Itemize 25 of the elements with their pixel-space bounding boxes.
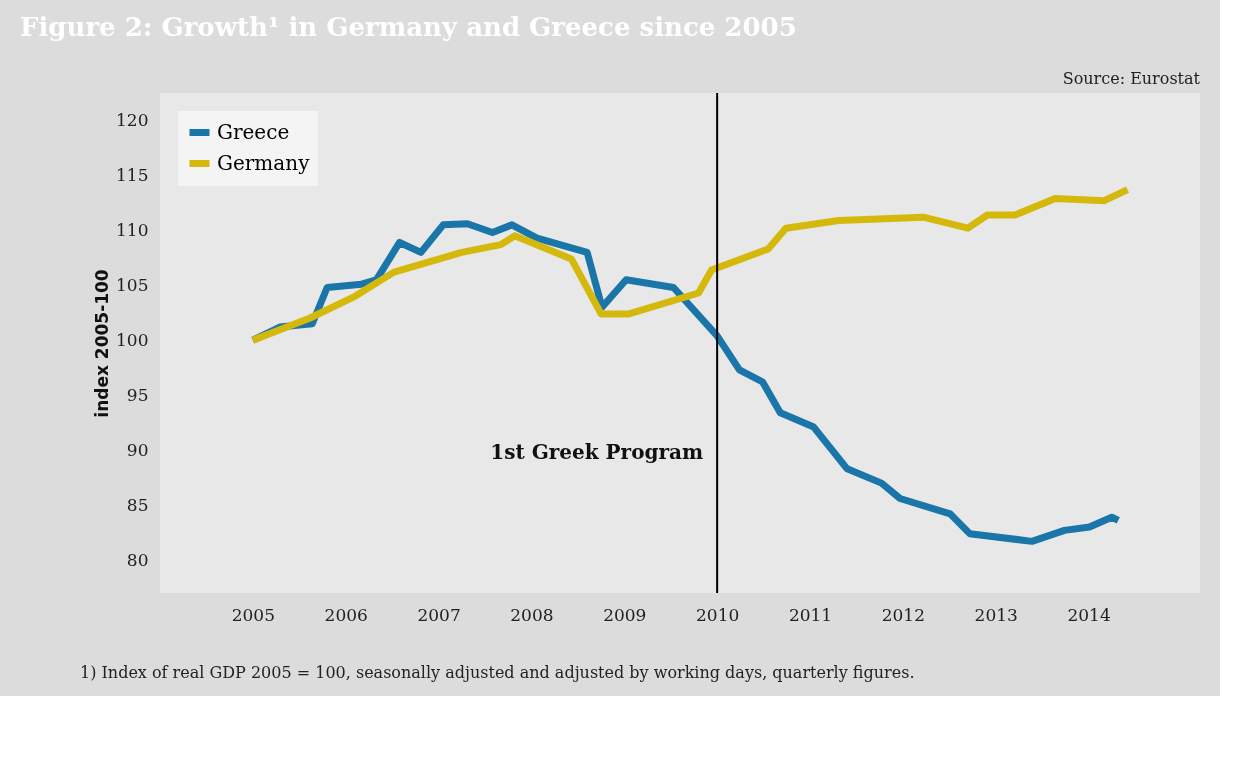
x-tick-label: 2005 (231, 604, 275, 625)
y-tick-label: 90 (126, 439, 149, 460)
x-tick-label: 2012 (881, 604, 925, 625)
x-tick-label: 2011 (788, 604, 833, 625)
y-axis-title: index 2005-100 (92, 269, 113, 418)
ref-line-label: 1st Greek Program (490, 440, 704, 464)
x-tick-label: 2006 (324, 604, 368, 625)
text: 1) Index of real GDP 2005 = 100, seasonally adjusted and adjusted by working days, quarterly figures. (80, 663, 915, 682)
x-tick-label: 2007 (417, 604, 461, 625)
y-tick-label: 115 (116, 164, 149, 185)
x-tick-label: 2013 (974, 604, 1018, 625)
source-note: Source: Eurostat (1062, 69, 1201, 88)
x-tick-label: 2009 (603, 604, 647, 625)
y-tick-label: 85 (126, 494, 149, 515)
y-tick-label: 80 (126, 549, 149, 570)
x-tick-label: 2008 (510, 604, 554, 625)
x-tick-label: 2014 (1067, 604, 1111, 625)
legend-label: Greece (217, 119, 290, 144)
y-tick-label: 120 (116, 109, 149, 130)
y-tick-label: 105 (116, 274, 149, 295)
y-tick-label: 100 (116, 329, 149, 350)
x-tick-label: 2010 (696, 604, 740, 625)
y-tick-label: 95 (126, 384, 149, 405)
y-tick-label: 110 (116, 219, 149, 240)
legend-label: Germany (217, 150, 311, 175)
